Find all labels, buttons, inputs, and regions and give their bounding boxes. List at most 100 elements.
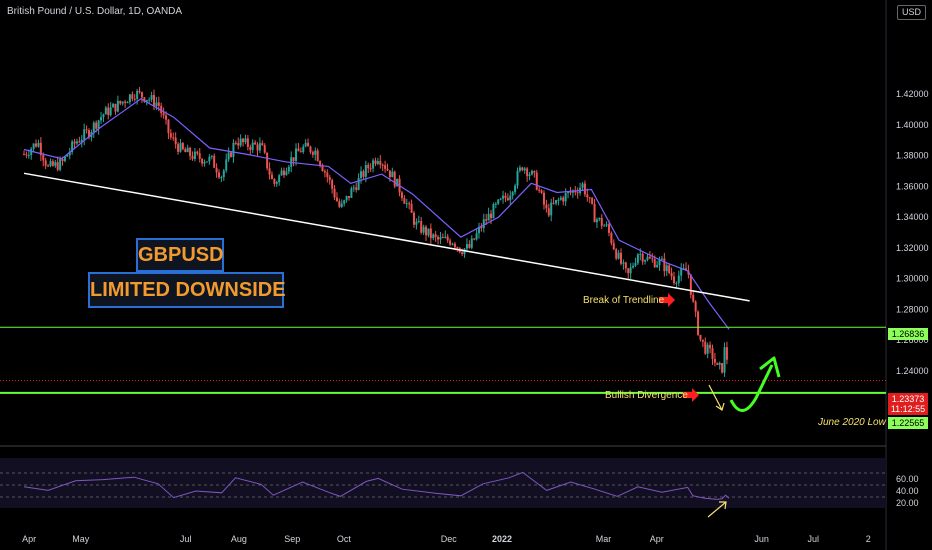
candle-body	[665, 265, 668, 272]
candle-body	[304, 142, 307, 147]
candle-body	[97, 120, 100, 129]
candle-body	[297, 148, 300, 152]
candle-body	[372, 160, 375, 169]
candle-body	[59, 159, 62, 170]
time-tick-label: 2022	[492, 534, 512, 544]
candle-body	[550, 202, 553, 216]
candle-body	[136, 90, 139, 99]
candle-body	[581, 183, 584, 188]
candle-body	[39, 142, 42, 156]
candle-body	[295, 148, 298, 162]
candle-body	[668, 265, 671, 273]
trendline	[23, 172, 750, 302]
candle-body	[441, 237, 444, 239]
candle-body	[694, 301, 697, 312]
candle-body	[533, 170, 536, 173]
bullish-divergence-label: Bullish Divergence	[605, 390, 688, 401]
candle-body	[451, 243, 454, 245]
candle-body	[555, 200, 558, 204]
candle-body	[261, 143, 264, 146]
candle-body	[453, 243, 456, 248]
candle-body	[152, 95, 155, 106]
candle-body	[331, 180, 334, 189]
candle-body	[307, 142, 310, 147]
candle-body	[487, 213, 490, 221]
trendline-group	[23, 172, 750, 302]
candle-body	[104, 107, 107, 115]
candle-body	[150, 95, 153, 100]
time-tick-label: May	[72, 534, 90, 544]
candle-body	[384, 165, 387, 169]
candle-body	[444, 236, 447, 238]
candle-body	[456, 247, 459, 249]
level-lines	[0, 326, 886, 394]
candle-body	[634, 263, 637, 266]
divergence-arrow-icon	[683, 388, 699, 402]
price-tick-label: 1.36000	[896, 181, 929, 191]
candle-body	[131, 94, 134, 99]
candle-body	[545, 204, 548, 209]
last-price-tag: 1.23373	[888, 393, 928, 405]
candle-body	[230, 152, 233, 157]
candle-body	[403, 198, 406, 204]
candle-body	[567, 191, 570, 194]
candle-body	[355, 187, 358, 190]
candle-body	[225, 159, 228, 171]
time-tick-label: Oct	[337, 534, 352, 544]
candle-body	[80, 139, 83, 143]
candle-body	[145, 100, 148, 102]
candle-body	[174, 137, 177, 145]
candle-body	[405, 203, 408, 205]
candle-body	[420, 221, 423, 233]
candle-body	[61, 159, 64, 161]
candle-body	[75, 141, 78, 144]
candle-body	[639, 253, 642, 255]
caption-box: LIMITED DOWNSIDE	[88, 272, 286, 308]
divergence-rsi-arrowhead-icon	[719, 501, 727, 510]
candle-countdown-tag: 11:12:55	[888, 404, 928, 415]
candle-body	[437, 236, 440, 240]
candle-body	[591, 197, 594, 204]
candle-body	[595, 219, 598, 223]
candle-body	[119, 100, 122, 104]
candle-body	[622, 262, 625, 264]
candle-body	[285, 171, 288, 176]
candle-body	[374, 160, 377, 164]
candle-body	[624, 262, 627, 269]
candle-body	[333, 188, 336, 198]
candle-body	[721, 363, 724, 373]
candle-body	[138, 90, 141, 93]
candle-body	[516, 170, 519, 186]
candle-body	[723, 347, 726, 373]
candle-body	[87, 130, 90, 138]
candle-body	[85, 129, 88, 131]
candle-body	[148, 99, 151, 101]
candle-body	[143, 97, 146, 102]
candle-body	[326, 172, 329, 178]
candle-body	[388, 170, 391, 178]
candle-body	[648, 256, 651, 259]
candle-body	[521, 167, 524, 171]
candle-body	[246, 138, 249, 147]
time-tick-label: Aug	[231, 534, 247, 544]
bounce-arrowhead-icon	[759, 356, 781, 378]
candle-body	[239, 138, 242, 146]
candle-body	[234, 142, 237, 144]
time-tick-label: Apr	[22, 534, 36, 544]
candle-body	[485, 219, 488, 221]
candle-body	[670, 272, 673, 277]
symbol-box: GBPUSD	[136, 238, 224, 272]
candle-body	[160, 105, 163, 114]
candle-body	[526, 168, 529, 177]
candle-body	[689, 274, 692, 295]
rsi-tick-label: 40.00	[896, 486, 919, 496]
candle-body	[184, 149, 187, 153]
candle-body	[417, 221, 420, 223]
candle-body	[530, 170, 533, 175]
candle-body	[490, 213, 493, 219]
currency-button[interactable]: USD	[897, 5, 926, 20]
candle-body	[157, 102, 160, 106]
price-tick-label: 1.30000	[896, 274, 929, 284]
candle-body	[71, 141, 74, 153]
candle-body	[217, 172, 220, 178]
